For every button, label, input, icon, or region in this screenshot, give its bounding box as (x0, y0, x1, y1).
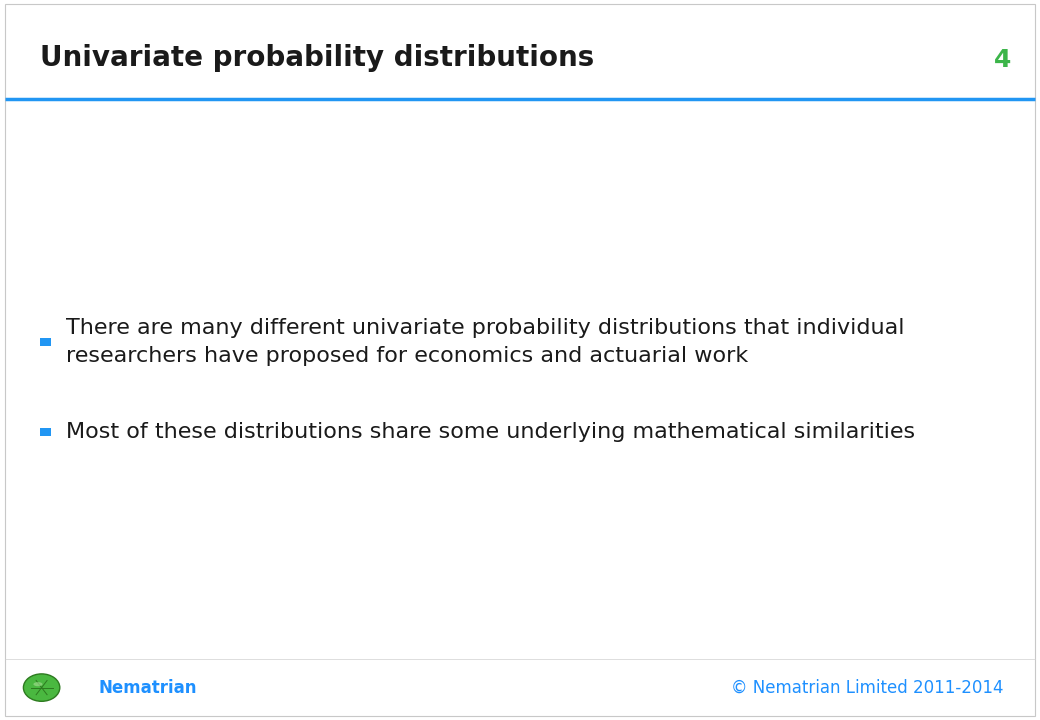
Text: Nematrian: Nematrian (99, 678, 198, 697)
FancyBboxPatch shape (40, 338, 51, 346)
Text: Most of these distributions share some underlying mathematical similarities: Most of these distributions share some u… (66, 422, 914, 442)
Ellipse shape (33, 682, 43, 686)
FancyBboxPatch shape (40, 428, 51, 436)
Text: Univariate probability distributions: Univariate probability distributions (40, 44, 594, 72)
Text: 4: 4 (993, 48, 1011, 72)
Text: There are many different univariate probability distributions that individual
re: There are many different univariate prob… (66, 318, 904, 366)
Ellipse shape (24, 674, 60, 701)
Text: © Nematrian Limited 2011-2014: © Nematrian Limited 2011-2014 (731, 678, 1004, 697)
